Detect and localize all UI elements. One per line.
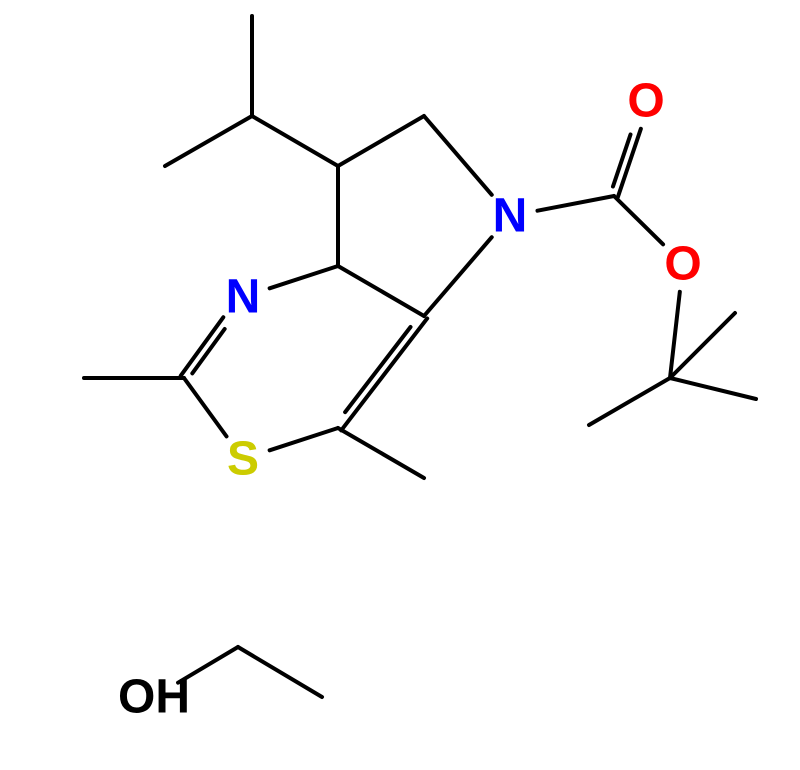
bond-line (252, 116, 338, 166)
atom-label-n: N (493, 190, 528, 243)
bond-line (670, 378, 756, 399)
atom-label-oh: OH (118, 671, 190, 724)
atom-label-o: O (627, 75, 664, 128)
bond-line (670, 313, 735, 378)
bond-line (670, 292, 680, 378)
bond-line (165, 116, 252, 166)
bond-line (338, 266, 424, 316)
atom-label-s: S (227, 433, 259, 486)
bond-line (537, 196, 614, 211)
bond-line (341, 318, 427, 430)
chemical-structure-diagram: N S OH N O O (0, 0, 800, 770)
bond-line (181, 317, 224, 375)
bond-line (589, 378, 670, 425)
bond-line (424, 116, 492, 195)
bond-line (238, 647, 322, 697)
bond-line (424, 237, 492, 316)
atom-label-o: O (664, 238, 701, 291)
atom-label-n: N (226, 271, 261, 324)
bond-line (270, 266, 338, 288)
bond-line (345, 327, 410, 412)
bond-line (614, 196, 663, 244)
bond-line (338, 116, 424, 166)
bond-line (338, 428, 424, 478)
bond-line (270, 428, 338, 450)
bond-line (184, 378, 227, 436)
bond-line (613, 134, 631, 186)
